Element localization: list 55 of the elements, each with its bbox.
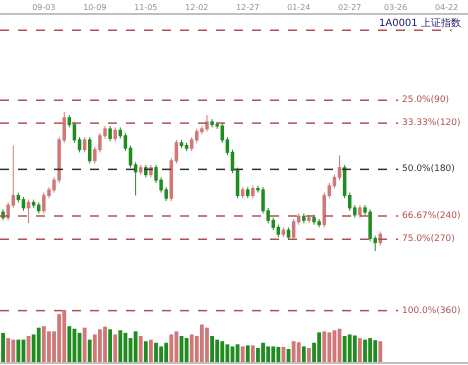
bar: [138, 336, 143, 362]
candlestick: [240, 186, 244, 199]
bar: [286, 349, 290, 362]
candlestick: [251, 185, 255, 199]
bar: [148, 340, 153, 362]
bar: [250, 345, 255, 362]
candlestick: [138, 164, 142, 176]
candlestick: [108, 126, 112, 142]
candlestick: [26, 199, 30, 224]
bar: [378, 341, 382, 362]
x-tick-label: 02-27: [338, 2, 362, 12]
bar: [307, 348, 311, 362]
bar: [88, 340, 92, 362]
candlestick: [103, 126, 107, 140]
x-tick-label: 12-02: [185, 2, 208, 12]
x-tick-label: 03-26: [384, 2, 408, 12]
chart-title: 1A0001 上证指数: [379, 17, 461, 29]
bar: [113, 334, 118, 362]
candlestick: [113, 126, 117, 142]
candlestick: [286, 226, 290, 240]
candlestick: [180, 139, 184, 149]
bar: [302, 346, 306, 362]
annotation: 50.0%(180): [402, 164, 455, 174]
candlestick: [82, 136, 86, 153]
bar: [246, 345, 250, 362]
x-tick-label: 11-05: [134, 2, 158, 12]
candlestick: [358, 204, 362, 218]
candlestick: [246, 186, 250, 199]
x-tick-label: 09-03: [32, 2, 56, 12]
annotation: 75.0%(270): [402, 234, 455, 244]
bar: [358, 338, 362, 362]
candlestick: [88, 136, 92, 164]
bar: [282, 346, 286, 362]
text: 100.0%(360): [402, 306, 461, 316]
candlestick: [236, 167, 240, 199]
bar: [240, 346, 245, 362]
candlestick: [184, 142, 188, 152]
text: 25.0%(90): [402, 95, 450, 105]
bar: [144, 341, 148, 362]
bar: [82, 328, 87, 362]
candlestick: [338, 154, 342, 181]
annotation: 66.67%(240): [402, 211, 461, 221]
bar: [1, 332, 5, 362]
x-tick-label: 10-09: [83, 2, 106, 12]
candlestick: [256, 185, 260, 194]
bar: [26, 336, 30, 362]
candlestick: [282, 226, 286, 238]
x-tick-label: 12-27: [236, 2, 260, 12]
bar: [108, 329, 112, 362]
x-tick-label: 04-22: [434, 2, 458, 12]
candlestick: [78, 136, 82, 153]
candlestick: [307, 214, 311, 224]
candlestick: [302, 212, 306, 224]
x-tick-label: 01-24: [287, 2, 310, 12]
annotation: 33.33%(120): [402, 118, 461, 128]
